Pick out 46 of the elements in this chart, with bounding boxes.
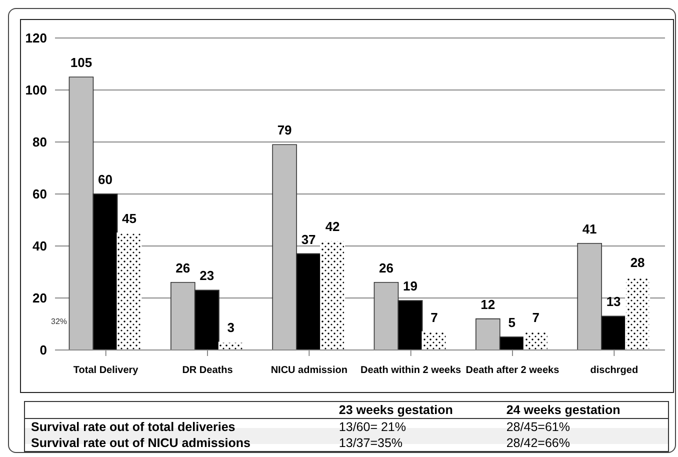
data-label: 13 <box>606 294 621 310</box>
x-tick-label: Death within 2 weeks <box>360 365 462 376</box>
x-tick-label: Death after 2 weeks <box>466 365 560 376</box>
text: Survival rate out of NICU admissions <box>30 435 252 452</box>
data-label: 37 <box>301 232 316 247</box>
x-tick-label: NICU admission <box>270 365 348 376</box>
bar <box>625 276 650 350</box>
text: Survival rate out of total deliveries <box>30 419 236 435</box>
data-label: 3 <box>227 320 235 336</box>
data-label: 60 <box>98 172 112 187</box>
data-label: 79 <box>277 122 292 138</box>
data-label: 26 <box>176 260 190 276</box>
x-tick-label: dischrged <box>590 365 638 376</box>
text: 28/45=61% <box>505 419 571 435</box>
data-label: 12 <box>480 296 496 312</box>
y-tick-label: 20 <box>32 290 47 306</box>
data-label: 19 <box>403 278 418 294</box>
y-tick-label: 100 <box>25 82 47 98</box>
bar <box>422 331 447 350</box>
text: 23 weeks gestation <box>338 402 454 418</box>
bar <box>523 331 548 350</box>
data-label: 7 <box>532 310 540 325</box>
data-label: 105 <box>70 55 92 70</box>
data-label: 23 <box>200 268 214 284</box>
data-label: 7 <box>430 310 438 325</box>
data-label: 45 <box>122 211 136 226</box>
x-tick-label: DR Deaths <box>182 365 234 376</box>
text: 13/60= 21% <box>338 419 407 435</box>
data-label: 26 <box>379 260 394 276</box>
data-label: 28 <box>630 255 645 270</box>
text: 24 weeks gestation <box>505 402 622 418</box>
text: 28/42=66% <box>505 435 571 452</box>
text: 13/37=35% <box>338 435 404 452</box>
y-tick-label: 80 <box>32 134 47 150</box>
y-tick-label: 0 <box>40 342 47 358</box>
y-tick-label: 60 <box>32 186 47 202</box>
bar <box>320 240 346 350</box>
x-tick-label: Total Delivery <box>73 365 139 376</box>
data-label: 5 <box>508 315 516 330</box>
data-label: 42 <box>325 218 340 234</box>
annotation: 32% <box>51 317 68 326</box>
bar <box>218 342 244 350</box>
bar <box>116 232 142 350</box>
data-label: 41 <box>582 221 597 236</box>
y-tick-label: 40 <box>32 238 47 254</box>
y-tick-label: 120 <box>25 30 47 46</box>
